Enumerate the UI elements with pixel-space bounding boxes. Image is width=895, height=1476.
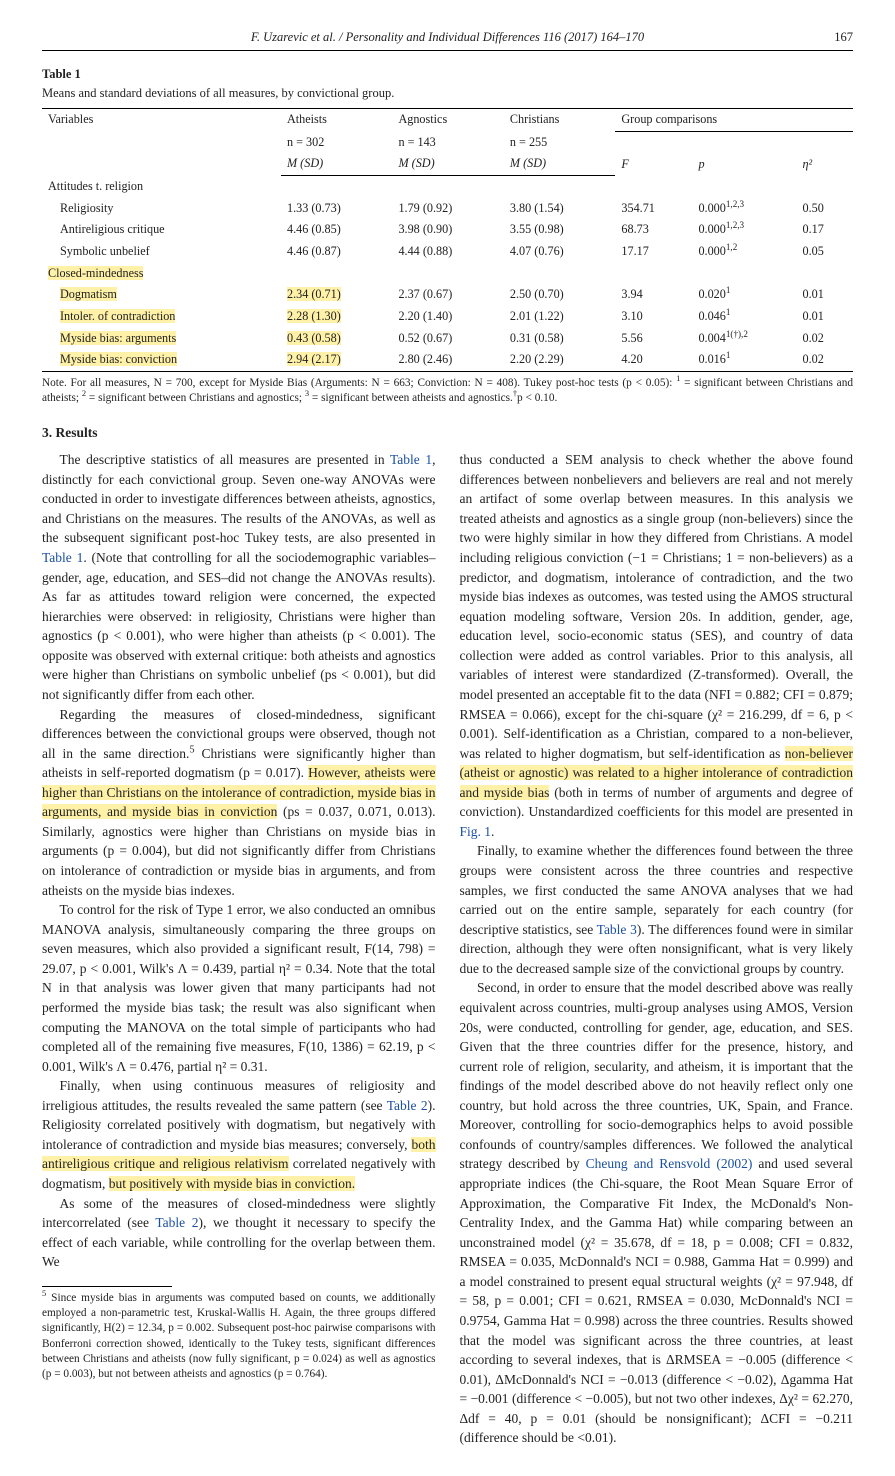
table-cell: Dogmatism [42, 284, 281, 306]
para-6: thus conducted a SEM analysis to check w… [460, 450, 854, 841]
table-cell: Myside bias: arguments [42, 328, 281, 350]
table-cell: 0.05 [797, 241, 853, 263]
table-cell: 0.01 [797, 284, 853, 306]
table-msd-atheists: M (SD) [281, 153, 392, 175]
footnote-rule [42, 1286, 172, 1287]
link-table-2[interactable]: Table 2 [387, 1098, 428, 1113]
table-cell: 4.44 (0.88) [392, 241, 503, 263]
table-col-agnostics: Agnostics [392, 109, 503, 132]
table-1: Variables Atheists Agnostics Christians … [42, 108, 853, 372]
table-cell: 2.28 (1.30) [281, 306, 392, 328]
table-cell: 4.46 (0.87) [281, 241, 392, 263]
table-cell: 0.0201 [692, 284, 796, 306]
table-n-atheists: n = 302 [281, 132, 392, 154]
table-1-caption: Means and standard deviations of all mea… [42, 84, 853, 102]
table-cell: 3.98 (0.90) [392, 219, 503, 241]
table-cell: 2.94 (2.17) [281, 349, 392, 371]
table-cell: 0.0161 [692, 349, 796, 371]
table-cell: 1.33 (0.73) [281, 198, 392, 220]
table-1-block: Table 1 Means and standard deviations of… [42, 65, 853, 407]
highlight-3: but positively with myside bias in convi… [109, 1176, 355, 1191]
table-cell: 2.01 (1.22) [504, 306, 615, 328]
table-col-variables: Variables [42, 109, 281, 176]
table-cell: Myside bias: conviction [42, 349, 281, 371]
table-cell: 4.46 (0.85) [281, 219, 392, 241]
table-cell: 3.55 (0.98) [504, 219, 615, 241]
table-cell: 1.79 (0.92) [392, 198, 503, 220]
table-n-agnostics: n = 143 [392, 132, 503, 154]
table-cell: 354.71 [615, 198, 692, 220]
link-fig-1[interactable]: Fig. 1 [460, 824, 492, 839]
table-cell: 2.37 (0.67) [392, 284, 503, 306]
table-cell: 2.20 (1.40) [392, 306, 503, 328]
table-1-label: Table 1 [42, 65, 853, 83]
table-cell: 0.0001,2 [692, 241, 796, 263]
table-cell: 17.17 [615, 241, 692, 263]
page-number: 167 [834, 28, 853, 46]
table-cell: 0.50 [797, 198, 853, 220]
para-7: Finally, to examine whether the differen… [460, 841, 854, 978]
table-cell: Antireligious critique [42, 219, 281, 241]
table-col-p: p [692, 132, 796, 176]
table-cell: 4.20 [615, 349, 692, 371]
table-1-note: Note. For all measures, N = 700, except … [42, 376, 853, 407]
table-cell: 0.01 [797, 306, 853, 328]
table-cell: 0.0001,2,3 [692, 219, 796, 241]
link-table-1b[interactable]: Table 1 [42, 550, 83, 565]
table-cell: 3.94 [615, 284, 692, 306]
table-col-christians: Christians [504, 109, 615, 132]
para-8: Second, in order to ensure that the mode… [460, 978, 854, 1448]
table-cell: 2.20 (2.29) [504, 349, 615, 371]
table-cell: 0.0041(†),2 [692, 328, 796, 350]
para-5: As some of the measures of closed-minded… [42, 1194, 436, 1272]
table-cell: 3.80 (1.54) [504, 198, 615, 220]
table-cell: 0.31 (0.58) [504, 328, 615, 350]
table-cell: 4.07 (0.76) [504, 241, 615, 263]
table-cell: 2.34 (0.71) [281, 284, 392, 306]
table-cell: 3.10 [615, 306, 692, 328]
table-cell: 2.80 (2.46) [392, 349, 503, 371]
table-cell: Religiosity [42, 198, 281, 220]
table-cell: Intoler. of contradiction [42, 306, 281, 328]
body-columns: The descriptive statistics of all measur… [42, 450, 853, 1448]
table-cell: 0.0461 [692, 306, 796, 328]
table-cell: 0.52 (0.67) [392, 328, 503, 350]
link-table-3[interactable]: Table 3 [597, 922, 637, 937]
table-col-group-comparisons: Group comparisons [615, 109, 853, 132]
running-head: F. Uzarevic et al. / Personality and Ind… [42, 28, 853, 46]
table-section-head: Attitudes t. religion [42, 175, 853, 197]
table-section-head: Closed-mindedness [42, 263, 853, 285]
header-rule [42, 50, 853, 51]
table-msd-christians: M (SD) [504, 153, 615, 175]
para-1: The descriptive statistics of all measur… [42, 450, 436, 704]
table-cell: 5.56 [615, 328, 692, 350]
table-msd-agnostics: M (SD) [392, 153, 503, 175]
table-cell: 0.43 (0.58) [281, 328, 392, 350]
table-col-F: F [615, 132, 692, 176]
table-col-eta: η² [797, 132, 853, 176]
para-3: To control for the risk of Type 1 error,… [42, 900, 436, 1076]
table-col-atheists: Atheists [281, 109, 392, 132]
table-cell: 0.02 [797, 349, 853, 371]
table-cell: 68.73 [615, 219, 692, 241]
link-cheung[interactable]: Cheung and Rensvold (2002) [586, 1156, 753, 1171]
link-table-2b[interactable]: Table 2 [155, 1215, 198, 1230]
link-table-1[interactable]: Table 1 [390, 452, 432, 467]
table-cell: 2.50 (0.70) [504, 284, 615, 306]
para-2: Regarding the measures of closed-mindedn… [42, 705, 436, 901]
section-3-head: 3. Results [42, 423, 853, 443]
table-cell: 0.02 [797, 328, 853, 350]
para-4: Finally, when using continuous measures … [42, 1076, 436, 1193]
table-n-christians: n = 255 [504, 132, 615, 154]
table-cell: 0.0001,2,3 [692, 198, 796, 220]
table-cell: Symbolic unbelief [42, 241, 281, 263]
table-cell: 0.17 [797, 219, 853, 241]
footnote-5: 5 Since myside bias in arguments was com… [42, 1291, 436, 1383]
